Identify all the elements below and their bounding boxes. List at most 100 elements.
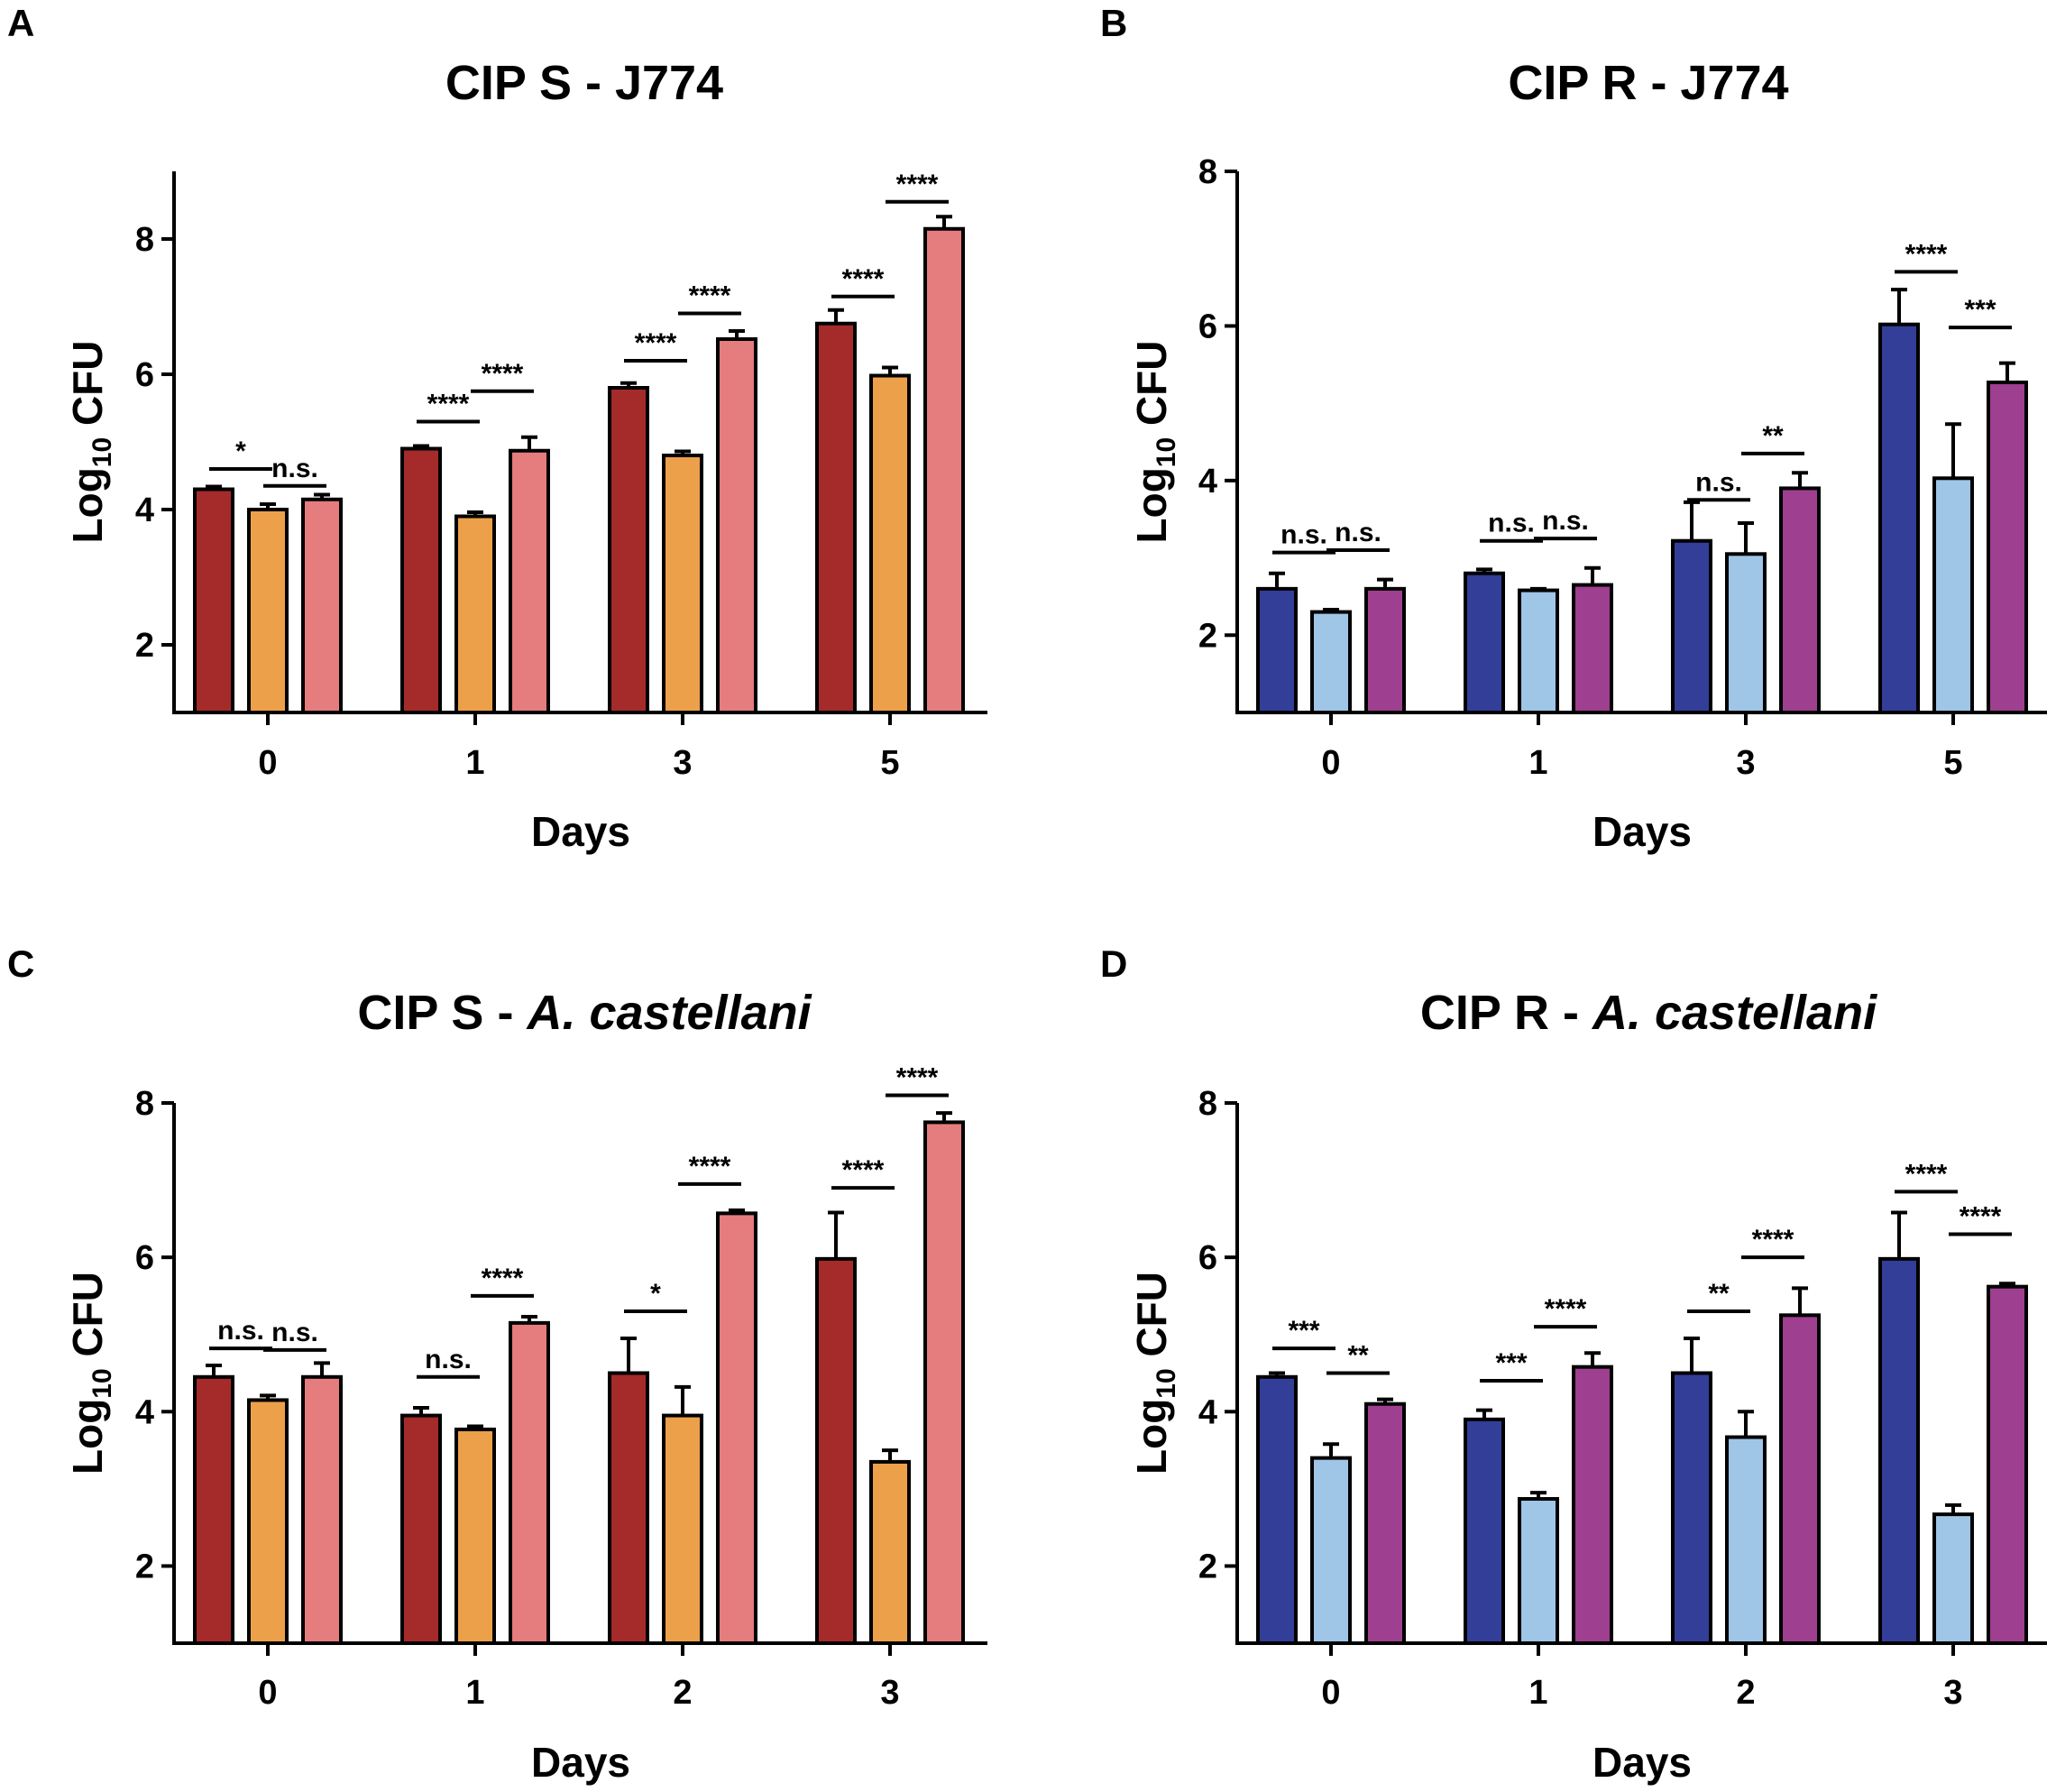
bar <box>1572 1365 1613 1645</box>
y-axis-label-unit: CFU <box>64 341 111 437</box>
x-axis-label: Days <box>531 1739 630 1786</box>
significance-label: n.s. <box>1335 518 1381 547</box>
y-axis-label-log: Log <box>1128 467 1175 543</box>
bar <box>301 497 343 714</box>
chart-panel-a: A CIP S - J774 2 4 6 8 0 1 3 5 Days Log10 CFU * n.s. *… <box>7 2 987 855</box>
y-tick-label: 6 <box>135 1239 154 1277</box>
y-axis-label-subscript: 10 <box>1152 437 1181 467</box>
bar <box>1464 571 1505 715</box>
chart-title: CIP S - J774 <box>445 56 723 110</box>
x-tick-label: 1 <box>1528 1674 1547 1712</box>
significance-label: **** <box>896 1062 939 1092</box>
significance-label: **** <box>842 1155 885 1185</box>
x-tick-label: 5 <box>880 744 899 782</box>
significance-label: **** <box>896 170 939 199</box>
bar <box>509 1320 550 1645</box>
significance-label: n.s. <box>1695 467 1742 497</box>
significance-label: n.s. <box>1280 520 1327 550</box>
y-tick-label: 8 <box>135 1085 154 1123</box>
significance-label: *** <box>1495 1348 1527 1378</box>
y-axis-label: Log10 CFU <box>64 1272 117 1475</box>
significance-label: **** <box>427 390 470 419</box>
bar <box>716 1211 757 1646</box>
x-tick-label: 0 <box>258 744 277 782</box>
x-tick-label: 2 <box>673 1674 692 1712</box>
bar <box>1725 552 1767 714</box>
y-tick-label: 8 <box>1198 1085 1217 1123</box>
bar <box>923 226 965 714</box>
y-tick-label: 6 <box>135 356 154 394</box>
y-axis-label-unit: CFU <box>1128 1272 1175 1368</box>
bar <box>1932 1512 1974 1645</box>
bar <box>1518 1496 1559 1646</box>
x-tick-label: 5 <box>1943 744 1962 782</box>
chart-title: CIP R - A. castellani <box>1420 986 1877 1040</box>
x-tick-label: 0 <box>258 1674 277 1712</box>
chart-panel-c: C CIP S - A. castellani 2 4 6 8 0 1 2 3 Days Log10 … <box>7 942 987 1786</box>
y-axis-label-subscript: 10 <box>1152 1368 1181 1398</box>
x-tick-label: 3 <box>673 744 692 782</box>
x-tick-label: 1 <box>1528 744 1547 782</box>
chart-title-main: CIP S - <box>357 986 527 1040</box>
bar <box>1256 586 1298 714</box>
significance-label: *** <box>1288 1316 1319 1346</box>
bar <box>869 373 911 714</box>
y-tick-label: 4 <box>135 1393 154 1431</box>
bar <box>662 1413 703 1646</box>
bar <box>662 454 703 714</box>
bar <box>1987 1284 2028 1646</box>
y-axis-label-unit: CFU <box>64 1272 111 1368</box>
y-tick-label: 8 <box>135 221 154 259</box>
bar <box>1878 1256 1920 1645</box>
x-tick-label: 1 <box>465 744 484 782</box>
bar <box>1671 1371 1712 1645</box>
bar <box>193 1374 234 1645</box>
bar <box>608 1371 649 1645</box>
bar <box>1779 1313 1821 1645</box>
significance-label: *** <box>1964 295 1996 325</box>
panel-letter: D <box>1100 942 1127 985</box>
bar <box>454 514 496 714</box>
y-axis-label-log: Log <box>1128 1399 1175 1475</box>
bar <box>1932 476 1974 714</box>
significance-label: n.s. <box>217 1316 264 1346</box>
bar <box>1572 583 1613 714</box>
bar <box>301 1374 343 1645</box>
bar <box>1464 1417 1505 1646</box>
bar <box>1364 1401 1406 1645</box>
bar <box>247 508 289 714</box>
significance-label: ** <box>1708 1279 1730 1309</box>
bar <box>1364 586 1406 714</box>
y-tick-label: 6 <box>1198 308 1217 345</box>
y-tick-label: 4 <box>1198 1393 1217 1431</box>
significance-label: n.s. <box>271 454 318 483</box>
x-tick-label: 3 <box>880 1674 899 1712</box>
significance-label: * <box>235 437 246 466</box>
significance-label: **** <box>689 281 731 311</box>
y-axis-label-unit: CFU <box>1128 341 1175 437</box>
x-tick-label: 1 <box>465 1674 484 1712</box>
significance-label: ** <box>1762 421 1784 451</box>
bar <box>815 1256 857 1645</box>
significance-label: ** <box>1347 1341 1369 1371</box>
bar <box>1310 1456 1352 1645</box>
significance-label: **** <box>689 1152 731 1181</box>
chart-title-main: CIP S - J774 <box>445 56 723 110</box>
bar <box>1310 610 1352 714</box>
significance-label: **** <box>482 1264 524 1293</box>
bar <box>1671 538 1712 715</box>
bar <box>716 337 757 714</box>
significance-label: **** <box>635 328 677 358</box>
bar <box>400 446 442 714</box>
panel-letter: A <box>7 2 34 44</box>
bar <box>509 448 550 714</box>
bar <box>454 1427 496 1646</box>
bar <box>1256 1374 1298 1645</box>
bar <box>193 487 234 714</box>
significance-label: **** <box>1905 239 1948 269</box>
y-tick-label: 6 <box>1198 1239 1217 1277</box>
chart-title-organism: A. castellani <box>525 986 812 1040</box>
y-tick-label: 8 <box>1198 153 1217 191</box>
